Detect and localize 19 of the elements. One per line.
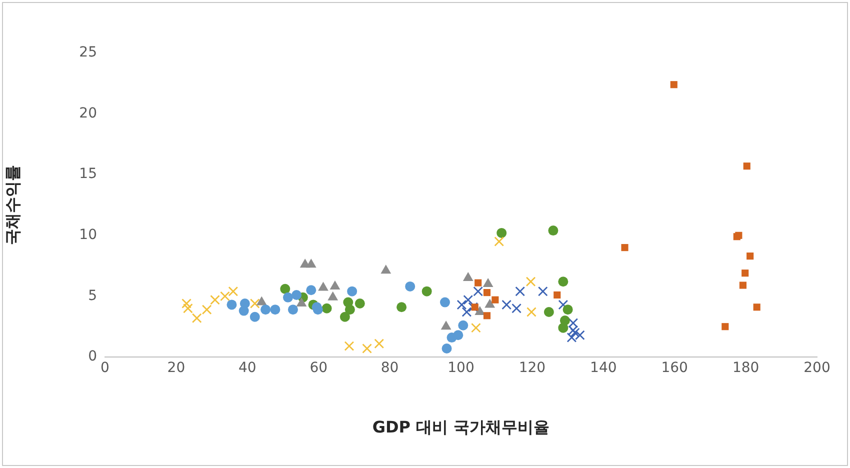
y-tick-label: 10 xyxy=(79,227,97,244)
x-tick-label: 80 xyxy=(380,360,399,376)
x-tick-label: 100 xyxy=(448,360,474,376)
x-tick-label: 20 xyxy=(167,360,186,376)
y-tick-label: 5 xyxy=(88,288,97,304)
y-tick-label: 15 xyxy=(79,166,97,182)
x-tick-label: 0 xyxy=(100,360,110,376)
y-tick-label: 25 xyxy=(79,44,97,61)
x-tick-label: 40 xyxy=(238,360,256,376)
y-tick-label: 20 xyxy=(79,105,97,122)
x-axis-title: GDP 대비 국가채무비율 xyxy=(372,418,550,437)
x-tick-label: 60 xyxy=(310,360,328,376)
x-tick-label: 160 xyxy=(661,360,688,376)
x-tick-label: 120 xyxy=(518,360,546,376)
y-axis-title: 국채수익률 xyxy=(2,165,22,245)
x-tick-label: 200 xyxy=(804,360,830,376)
x-tick-label: 140 xyxy=(590,360,617,376)
x-tick-label: 180 xyxy=(732,360,760,376)
y-tick-label: 0 xyxy=(88,348,97,365)
